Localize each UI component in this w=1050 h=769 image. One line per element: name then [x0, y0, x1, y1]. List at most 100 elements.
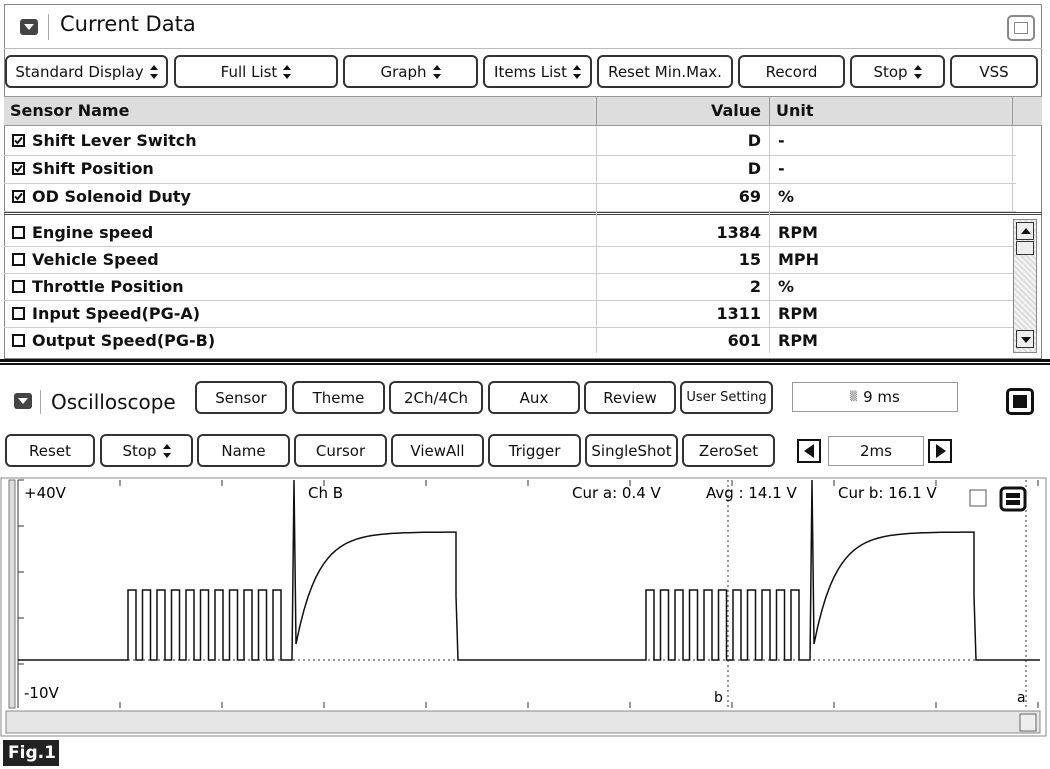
cursor-b-value: Cur b: 16.1 V [838, 484, 937, 502]
scroll-right[interactable] [1019, 713, 1037, 732]
next-button[interactable] [928, 439, 952, 463]
column-header[interactable]: Sensor Name [10, 101, 130, 120]
button[interactable]: ViewAll [391, 434, 484, 467]
button-label: Review [603, 388, 657, 407]
table-row[interactable]: Shift Position D - [4, 155, 1016, 184]
divider [596, 126, 597, 353]
button[interactable]: Standard Display [5, 55, 168, 88]
sensor-value: 69 [738, 187, 761, 206]
dropdown-icon [149, 64, 158, 79]
checkbox[interactable] [12, 280, 25, 293]
collapse-button[interactable] [14, 393, 32, 409]
button-label: 2Ch/4Ch [403, 388, 469, 407]
button[interactable]: VSS [950, 55, 1038, 88]
table-row[interactable]: Throttle Position 2% [4, 273, 1016, 301]
button[interactable]: Theme [292, 381, 385, 414]
column-header[interactable]: Value [710, 101, 761, 120]
maximize-button[interactable] [1007, 15, 1035, 41]
dropdown-icon [572, 64, 581, 79]
button-label: Stop [873, 62, 908, 81]
sensor-unit: RPM [778, 331, 818, 350]
scrollbar[interactable] [1013, 219, 1037, 353]
button[interactable]: Stop [100, 434, 193, 467]
checkbox[interactable] [12, 334, 25, 347]
scroll-down[interactable] [1016, 330, 1034, 348]
sensor-unit: RPM [778, 223, 818, 242]
button[interactable]: SingleShot [585, 434, 678, 467]
divider [48, 14, 49, 40]
sensor-name: Output Speed(PG-B) [32, 331, 216, 350]
button-label: SingleShot [591, 441, 672, 460]
h-scrollbar[interactable] [5, 710, 1041, 734]
button-label: ViewAll [410, 441, 465, 460]
checkbox[interactable] [12, 253, 25, 266]
button-label: Aux [519, 388, 549, 407]
button[interactable]: Record [738, 55, 845, 88]
sensor-value: D [747, 159, 761, 178]
button-label: Full List [220, 62, 278, 81]
button[interactable]: Review [584, 381, 676, 414]
button[interactable]: Stop [850, 55, 945, 88]
button[interactable]: Reset [5, 434, 95, 467]
checkbox[interactable] [12, 134, 25, 147]
time-div: 2ms [828, 436, 924, 466]
table-row[interactable]: Shift Lever Switch D - [4, 127, 1016, 156]
button[interactable]: Sensor [195, 381, 287, 414]
button-label: Reset [29, 441, 71, 460]
scroll-up[interactable] [1016, 222, 1034, 240]
window-button[interactable] [1006, 388, 1034, 415]
checkbox[interactable] [12, 190, 25, 203]
button[interactable]: Reset Min.Max. [597, 55, 733, 88]
table-row[interactable]: Engine speed 1384 RPM [4, 219, 1016, 247]
dropdown-icon [162, 443, 171, 458]
layout-button[interactable] [999, 486, 1027, 512]
data-table: Sensor Name Value Unit Shift Lever Switc… [4, 96, 1042, 358]
cursor-a-label: a [1017, 690, 1026, 706]
button[interactable]: Trigger [488, 434, 581, 467]
column-header[interactable]: Unit [776, 101, 814, 120]
splitter[interactable] [0, 359, 1050, 365]
cursor-a-value: Cur a: 0.4 V [572, 484, 662, 502]
divider [4, 48, 1042, 49]
sensor-name: Shift Lever Switch [32, 131, 197, 150]
button[interactable]: Items List [483, 55, 592, 88]
collapse-button[interactable] [20, 19, 38, 35]
button-label: Items List [494, 62, 567, 81]
button[interactable]: Graph [343, 55, 478, 88]
button-label: Standard Display [15, 62, 144, 81]
sensor-name: Throttle Position [32, 277, 184, 296]
dropdown-icon [913, 64, 922, 79]
scroll-thumb[interactable] [1016, 241, 1034, 255]
prev-button[interactable] [797, 439, 821, 463]
table-row[interactable]: Vehicle Speed 15 MPH [4, 246, 1016, 274]
button[interactable]: 2Ch/4Ch [389, 381, 483, 414]
button[interactable]: Full List [174, 55, 338, 88]
cursor-b-label: b [714, 690, 723, 706]
checkbox[interactable] [969, 489, 987, 507]
button-label: Cursor [315, 441, 366, 460]
scope-frame [0, 477, 1047, 737]
icon [1006, 493, 1020, 498]
sensor-name: OD Solenoid Duty [32, 187, 191, 206]
sensor-unit: RPM [778, 304, 818, 323]
average-value: Avg : 14.1 V [706, 484, 798, 502]
checkbox[interactable] [12, 307, 25, 320]
sensor-name: Vehicle Speed [32, 250, 159, 269]
button[interactable]: Aux [488, 381, 580, 414]
checkbox[interactable] [12, 226, 25, 239]
table-row[interactable]: Input Speed(PG-A) 1311 RPM [4, 300, 1016, 328]
sensor-unit: % [778, 187, 795, 206]
checkbox[interactable] [12, 162, 25, 175]
button[interactable]: User Setting [680, 381, 773, 414]
sensor-value: 15 [738, 250, 761, 269]
dropdown-icon [283, 64, 292, 79]
time-value: 9 ms [863, 388, 900, 406]
table-row[interactable]: Output Speed(PG-B) 601 RPM [4, 327, 1016, 353]
divider [1012, 97, 1013, 125]
button[interactable]: Cursor [294, 434, 387, 467]
table-row[interactable]: OD Solenoid Duty 69% [4, 183, 1016, 212]
sensor-unit: - [778, 159, 785, 178]
button[interactable]: ZeroSet [682, 434, 775, 467]
button[interactable]: Name [197, 434, 290, 467]
